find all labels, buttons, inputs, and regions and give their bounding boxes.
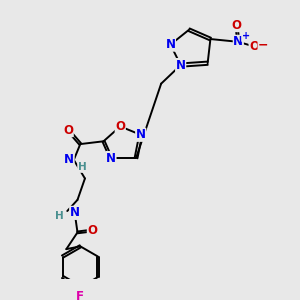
Text: N: N [233,35,243,48]
Text: O: O [87,224,98,237]
Text: O: O [63,124,73,136]
Text: N: N [106,152,116,164]
Text: O: O [115,120,125,133]
Text: F: F [76,290,84,300]
Text: H: H [56,211,64,221]
Text: +: + [242,31,250,41]
Text: N: N [176,58,186,72]
Text: N: N [64,153,74,167]
Text: N: N [70,206,80,219]
Text: O: O [249,40,259,53]
Text: H: H [78,162,86,172]
Text: N: N [136,128,146,141]
Text: N: N [166,38,176,51]
Text: −: − [258,38,269,51]
Text: O: O [231,19,242,32]
